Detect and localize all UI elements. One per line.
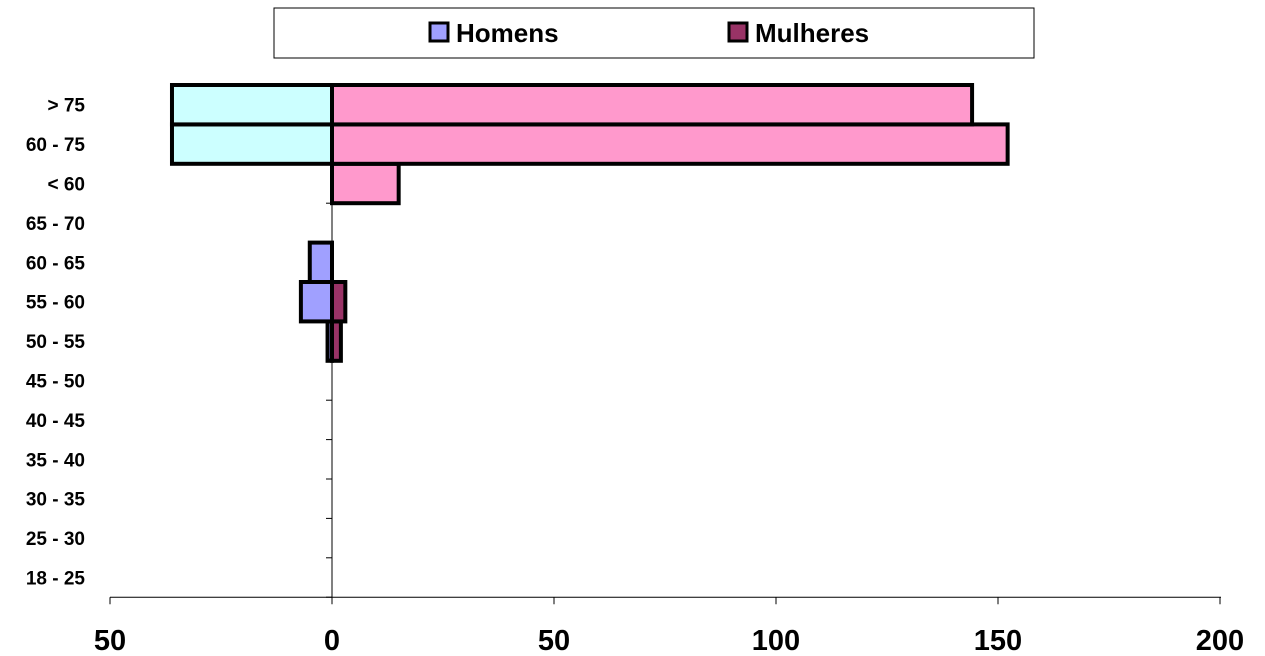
category-label: > 75 — [47, 96, 85, 117]
x-tick-label: 50 — [94, 625, 126, 656]
legend-swatch-homens — [428, 21, 450, 43]
axes-layer — [109, 84, 1221, 605]
bar-homens — [298, 280, 335, 324]
bar-mulheres — [330, 83, 975, 127]
bar-homens — [169, 83, 334, 127]
x-tick-label: 50 — [538, 625, 570, 656]
category-label: < 60 — [47, 175, 85, 196]
bar-mulheres — [330, 319, 343, 363]
labels-layer: 18 - 25 25 - 30 30 - 35 35 - 40 40 - 45 45 - … — [26, 96, 1244, 656]
x-tick-label: 150 — [974, 625, 1022, 656]
category-label: 45 - 50 — [26, 372, 85, 393]
bar-mulheres — [330, 280, 348, 324]
legend-label-mulheres: Mulheres — [755, 18, 869, 48]
legend-box — [273, 7, 1035, 59]
category-label: 60 - 65 — [26, 253, 86, 274]
legend: Homens Mulheres — [273, 7, 1035, 59]
x-tick-label: 200 — [1196, 625, 1244, 656]
category-label: 40 - 45 — [26, 411, 86, 432]
category-label: 35 - 40 — [26, 450, 85, 471]
category-label: 30 - 35 — [26, 490, 86, 511]
bar-homens — [307, 240, 334, 285]
legend-swatch-mulheres — [727, 21, 749, 43]
bar-homens — [169, 122, 334, 166]
x-tick-label: 100 — [752, 625, 800, 656]
category-label: 60 - 75 — [26, 135, 86, 156]
category-label: 55 - 60 — [26, 293, 85, 314]
bar-mulheres — [330, 161, 401, 206]
category-label: 65 - 70 — [26, 214, 85, 235]
legend-label-homens: Homens — [456, 18, 559, 48]
category-label: 18 - 25 — [26, 569, 86, 590]
category-label: 25 - 30 — [26, 529, 85, 550]
category-label: 50 - 55 — [26, 332, 86, 353]
bar-mulheres — [330, 122, 1010, 166]
bars-layer — [169, 83, 1010, 363]
x-tick-label: 0 — [324, 625, 340, 656]
